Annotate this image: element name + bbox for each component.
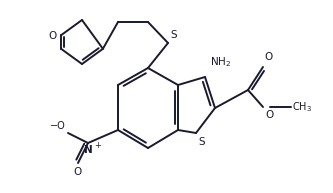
Text: +: + xyxy=(94,141,101,150)
Text: S: S xyxy=(170,30,176,40)
Text: NH$_2$: NH$_2$ xyxy=(210,55,231,69)
Text: O: O xyxy=(264,52,272,62)
Text: O: O xyxy=(265,110,273,120)
Text: S: S xyxy=(198,137,204,147)
Text: O: O xyxy=(74,167,82,177)
Text: O: O xyxy=(49,31,57,41)
Text: −O: −O xyxy=(50,121,66,131)
Text: CH$_3$: CH$_3$ xyxy=(292,100,312,114)
Text: N: N xyxy=(84,145,92,155)
